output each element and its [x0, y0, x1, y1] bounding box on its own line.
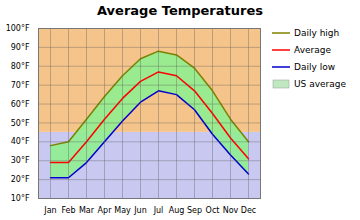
svg-text:50°F: 50°F [11, 119, 30, 128]
svg-text:Aug: Aug [169, 206, 185, 215]
html-text:Daily high: Daily high [294, 28, 340, 38]
svg-text:Jul: Jul [153, 206, 164, 215]
svg-text:Feb: Feb [61, 206, 75, 215]
html-text:US average: US average [294, 79, 346, 89]
svg-text:Jun: Jun [133, 206, 147, 215]
svg-text:90°F: 90°F [11, 43, 30, 52]
svg-text:Nov: Nov [223, 206, 239, 215]
html-text:Average: Average [294, 45, 331, 55]
svg-text:Mar: Mar [79, 206, 95, 215]
svg-text:100°F: 100°F [6, 24, 30, 33]
svg-text:Oct: Oct [206, 206, 220, 215]
svg-text:Sep: Sep [187, 206, 202, 215]
html-text:Average Temperatures: Average Temperatures [97, 3, 263, 18]
svg-text:60°F: 60°F [11, 100, 30, 109]
svg-text:Apr: Apr [98, 206, 113, 215]
svg-text:May: May [114, 206, 131, 215]
svg-text:80°F: 80°F [11, 62, 30, 71]
svg-text:10°F: 10°F [11, 194, 30, 203]
svg-text:30°F: 30°F [11, 156, 30, 165]
svg-text:70°F: 70°F [11, 81, 30, 90]
svg-text:Jan: Jan [43, 206, 56, 215]
svg-text:40°F: 40°F [11, 137, 30, 146]
html-text:Daily low: Daily low [294, 62, 335, 72]
svg-text:Dec: Dec [241, 206, 256, 215]
svg-text:20°F: 20°F [11, 175, 30, 184]
